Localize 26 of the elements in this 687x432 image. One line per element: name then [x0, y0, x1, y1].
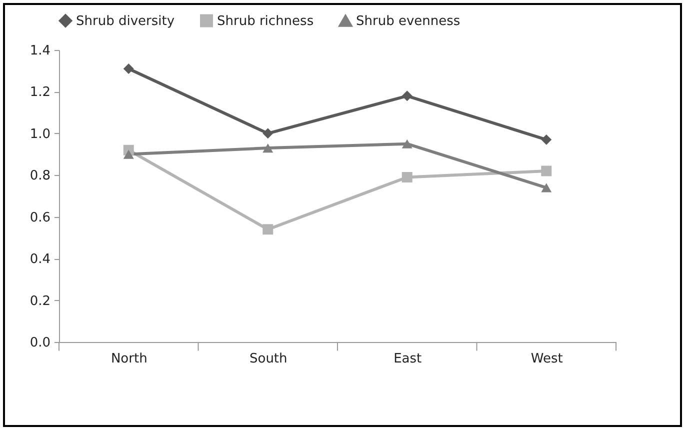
- x-tick-label: North: [110, 352, 148, 366]
- point: [123, 150, 134, 159]
- y-tick-label: 1.4: [30, 44, 50, 58]
- point: [402, 172, 412, 182]
- y-tick-label: 0.2: [30, 294, 50, 309]
- point: [541, 183, 552, 192]
- x-tick-label: South: [249, 352, 288, 366]
- point: [541, 134, 552, 145]
- x-tick-label: East: [394, 352, 422, 366]
- legend-label: Shrub diversity: [76, 14, 175, 29]
- point: [262, 224, 274, 235]
- y-tick-label: 0.8: [30, 168, 50, 184]
- y-tick-label: 1.2: [30, 85, 50, 100]
- legend-label: Shrub richness: [217, 14, 314, 29]
- point: [402, 90, 412, 102]
- legend-label: Shrub evenness: [356, 14, 460, 30]
- y-tick-label: 0.4: [30, 252, 50, 268]
- point: [541, 166, 552, 176]
- x-tick-label: West: [530, 352, 563, 366]
- point: [123, 64, 134, 74]
- y-tick-label: 0.6: [30, 210, 50, 226]
- y-tick-label: 1.0: [30, 126, 50, 142]
- y-tick-label: 0.0: [30, 336, 50, 350]
- point: [262, 128, 274, 139]
- point: [402, 139, 412, 148]
- point: [262, 143, 274, 153]
